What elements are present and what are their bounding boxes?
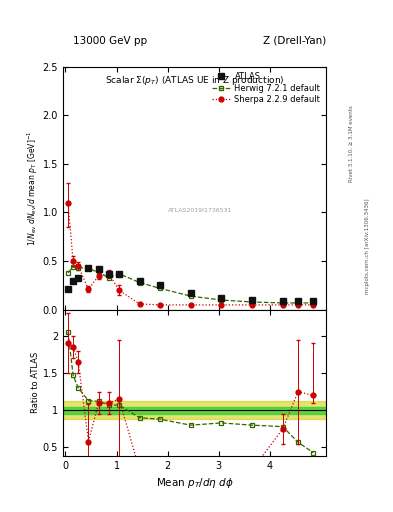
Text: Scalar $\Sigma(p_T)$ (ATLAS UE in Z production): Scalar $\Sigma(p_T)$ (ATLAS UE in Z prod… [105, 74, 284, 87]
Legend: ATLAS, Herwig 7.2.1 default, Sherpa 2.2.9 default: ATLAS, Herwig 7.2.1 default, Sherpa 2.2.… [210, 71, 322, 106]
Bar [63, 407, 326, 414]
Bar [63, 401, 326, 419]
Text: 13000 GeV pp: 13000 GeV pp [73, 36, 147, 46]
X-axis label: Mean $p_T/d\eta\ d\phi$: Mean $p_T/d\eta\ d\phi$ [156, 476, 233, 490]
Text: Rivet 3.1.10, ≥ 3.1M events: Rivet 3.1.10, ≥ 3.1M events [349, 105, 354, 182]
Y-axis label: $1/N_\mathrm{ev}\ dN_\mathrm{ev}/d\ \mathrm{mean}\ p_T\ [\mathrm{GeV}]^{-1}$: $1/N_\mathrm{ev}\ dN_\mathrm{ev}/d\ \mat… [25, 131, 40, 246]
Text: Z (Drell-Yan): Z (Drell-Yan) [263, 36, 326, 46]
Y-axis label: Ratio to ATLAS: Ratio to ATLAS [31, 352, 40, 413]
Text: mcplots.cern.ch [arXiv:1306.3436]: mcplots.cern.ch [arXiv:1306.3436] [365, 198, 370, 293]
Text: ATLAS2019I1736531: ATLAS2019I1736531 [167, 208, 232, 214]
